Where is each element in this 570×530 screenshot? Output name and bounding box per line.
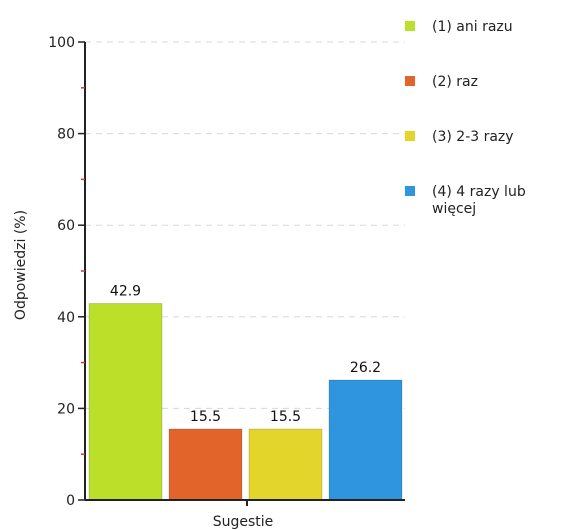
axes: 0 20 40 60 80 100 xyxy=(48,35,405,509)
legend-swatch-1 xyxy=(405,21,415,31)
bar-3 xyxy=(248,428,323,501)
legend: (1) ani razu (2) raz (3) 2-3 razy (4) 4 raz… xyxy=(405,19,526,217)
y-axis-title: Odpowiedzi (%) xyxy=(13,210,29,320)
legend-swatch-2 xyxy=(405,76,415,86)
data-label-2: 15.5 xyxy=(190,409,221,425)
bar-2 xyxy=(168,428,243,501)
x-axis-title: Sugestie xyxy=(213,514,274,530)
legend-swatch-4 xyxy=(405,186,415,196)
data-label-1: 42.9 xyxy=(110,284,141,300)
data-labels: 42.9 15.5 15.5 26.2 xyxy=(110,284,381,425)
y-tick-label-40: 40 xyxy=(57,310,75,326)
y-tick-label-60: 60 xyxy=(57,218,75,234)
bar-1 xyxy=(88,303,163,501)
y-tick-label-80: 80 xyxy=(57,127,75,143)
legend-label-1: (1) ani razu xyxy=(432,19,513,35)
y-tick-label-0: 0 xyxy=(66,493,75,509)
bars xyxy=(88,303,403,501)
legend-label-2: (2) raz xyxy=(432,74,478,90)
y-tick-label-100: 100 xyxy=(48,35,75,51)
legend-label-3: (3) 2-3 razy xyxy=(432,129,514,145)
data-label-3: 15.5 xyxy=(270,409,301,425)
bar-4 xyxy=(328,379,403,501)
data-label-4: 26.2 xyxy=(350,360,381,376)
y-tick-label-20: 20 xyxy=(57,401,75,417)
legend-label-4: (4) 4 razy lub więcej xyxy=(432,184,526,217)
legend-swatch-3 xyxy=(405,131,415,141)
